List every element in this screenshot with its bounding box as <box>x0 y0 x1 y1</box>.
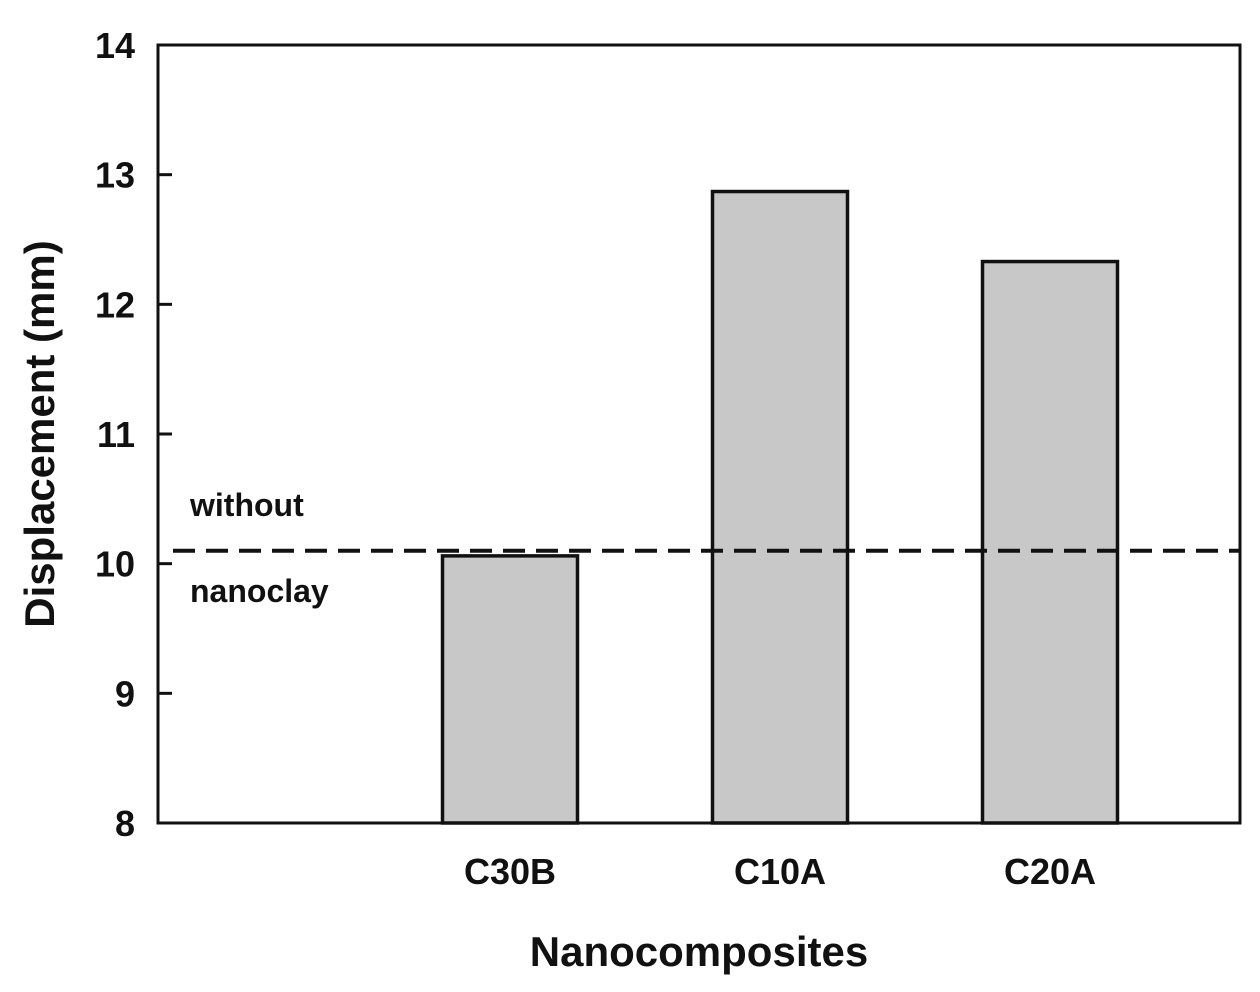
y-tick-label: 12 <box>95 284 135 325</box>
y-axis-label: Displacement (mm) <box>16 240 63 627</box>
bar-c30b <box>440 554 580 825</box>
x-tick-label: C20A <box>1004 851 1096 892</box>
x-tick-label: C30B <box>464 851 556 892</box>
x-tick-label: C10A <box>734 851 826 892</box>
bar-c10a <box>710 189 850 825</box>
bars-group <box>440 189 1120 825</box>
y-axis: 8 9 10 11 12 13 14 <box>95 25 172 844</box>
y-tick-label: 9 <box>115 673 135 714</box>
y-tick-label: 14 <box>95 25 135 66</box>
y-tick-label: 13 <box>95 155 135 196</box>
x-axis-label: Nanocomposites <box>530 928 868 975</box>
x-axis: C30B C10A C20A <box>464 851 1096 892</box>
bar-c20a <box>980 259 1120 825</box>
y-tick-label: 10 <box>95 544 135 585</box>
reference-label-top: without <box>189 487 304 523</box>
y-tick-label: 11 <box>97 414 135 455</box>
y-tick-label: 8 <box>115 803 135 844</box>
reference-label-bottom: nanoclay <box>190 573 329 609</box>
